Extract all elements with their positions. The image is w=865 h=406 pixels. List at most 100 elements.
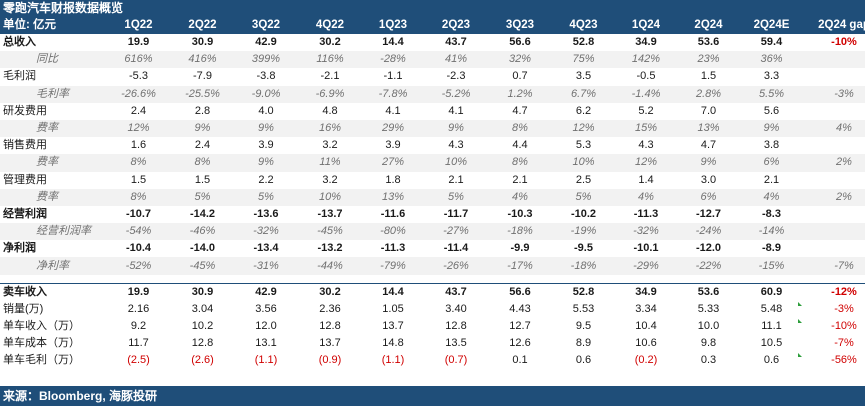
- value-cell: 0.6: [575, 354, 592, 367]
- gap-cell: -3%: [803, 85, 865, 103]
- value-cell: 13.7: [319, 337, 341, 350]
- table-row: 费率 12% 9% 9% 16% 29% 9% 8% 12% 15% 13% 9% 4%: [0, 119, 865, 138]
- table-row: 经营利润率 -54% -46% -32% -45% -80% -27% -18% -19% -32…: [0, 223, 865, 241]
- value-cell: 3.3: [763, 70, 780, 83]
- gap-cell: -3%: [834, 302, 854, 315]
- value-cell: 42.9: [255, 36, 277, 49]
- value-cell: 3.34: [635, 302, 657, 315]
- row-label: 经营利润: [3, 207, 47, 220]
- value-cell: 1.5: [194, 173, 211, 186]
- value-cell: -52%: [106, 257, 171, 275]
- value-cell: 3.8: [763, 139, 780, 152]
- value-cell: 10.4: [635, 320, 657, 333]
- value-cell: 43.7: [445, 36, 467, 49]
- row-label: 毛利率: [0, 85, 106, 103]
- value-cell: -5.2%: [424, 85, 488, 103]
- value-cell: -54%: [106, 223, 171, 241]
- value-cell: 12.8: [319, 320, 341, 333]
- value-cell: 13%: [677, 119, 740, 138]
- value-cell: -28%: [362, 51, 424, 69]
- row-label: 费率: [0, 119, 106, 138]
- value-cell: 59.4: [760, 36, 783, 49]
- value-cell: 5%: [234, 188, 298, 206]
- value-cell: 4.1: [448, 104, 464, 117]
- value-cell: 2.4: [130, 104, 147, 117]
- column-header: 2Q24 gap: [803, 16, 865, 34]
- table-row: 销量(万) 2.16 3.04 3.56 2.36 1.05 3.40 4.43 5.53 3.3…: [0, 301, 865, 318]
- value-cell: 12.7: [509, 320, 531, 333]
- value-cell: 5.48: [760, 302, 783, 315]
- row-label: 管理费用: [3, 173, 47, 186]
- value-cell: 9%: [424, 119, 488, 138]
- value-cell: -3.8: [256, 70, 276, 83]
- value-cell: -0.5: [636, 70, 656, 83]
- value-cell: -18%: [552, 257, 615, 275]
- value-cell: (0.2): [634, 354, 658, 367]
- value-cell: 30.2: [298, 282, 362, 301]
- table-row: 总收入 19.9 30.9 42.9 30.2 14.4 43.7 56.6 52.8 34.9 5…: [0, 34, 865, 51]
- value-cell: 1.6: [130, 139, 147, 152]
- row-label: 净利率: [0, 257, 106, 275]
- value-cell: 42.9: [234, 282, 298, 301]
- value-cell: 142%: [615, 51, 677, 69]
- value-cell: 36%: [740, 51, 803, 69]
- value-cell: -11.6: [380, 207, 406, 220]
- value-cell: 11%: [298, 154, 362, 172]
- value-cell: 12.6: [509, 337, 531, 350]
- value-cell: -29%: [615, 257, 677, 275]
- value-cell: -1.1: [383, 70, 403, 83]
- value-cell: 6%: [740, 154, 803, 172]
- value-cell: 0.7: [512, 70, 528, 83]
- value-cell: 7.0: [700, 104, 717, 117]
- value-cell: -11.3: [380, 242, 406, 255]
- value-cell: -7.9: [193, 70, 212, 83]
- value-cell: -13.4: [253, 242, 279, 255]
- value-cell: -10.1: [633, 242, 659, 255]
- gap-cell: [803, 206, 865, 223]
- value-cell: -2.3: [446, 70, 466, 83]
- value-cell: 56.6: [509, 36, 531, 49]
- value-cell: 3.9: [385, 139, 401, 152]
- value-cell: 1.4: [638, 173, 654, 186]
- value-cell: -1.4%: [615, 85, 677, 103]
- value-cell: 8%: [488, 119, 552, 138]
- value-cell: (1.1): [254, 354, 278, 367]
- value-cell: -14%: [740, 223, 803, 241]
- gap-cell: [803, 223, 865, 241]
- value-cell: 9%: [234, 119, 298, 138]
- value-cell: 75%: [552, 51, 615, 69]
- value-cell: -25.5%: [171, 85, 234, 103]
- value-cell: -9.9: [510, 242, 530, 255]
- value-cell: 3.0: [700, 173, 717, 186]
- financial-table: 单位: 亿元 1Q22 2Q22 3Q22 4Q22 1Q23 2Q23 3Q2…: [0, 16, 865, 370]
- value-cell: -17%: [488, 257, 552, 275]
- column-header: 4Q22: [298, 16, 362, 34]
- value-cell: 1.2%: [488, 85, 552, 103]
- row-label: 单车成本（万）: [3, 337, 80, 350]
- value-cell: 8%: [171, 154, 234, 172]
- row-label: 总收入: [3, 36, 36, 49]
- value-cell: 3.04: [191, 302, 214, 315]
- value-cell: 12%: [552, 119, 615, 138]
- table-row: 经营利润 -10.7 -14.2 -13.6 -13.7 -11.6 -11.7 -10.3 -…: [0, 206, 865, 223]
- value-cell: 616%: [106, 51, 171, 69]
- value-cell: 8%: [106, 154, 171, 172]
- value-cell: 32%: [488, 51, 552, 69]
- value-cell: 10.2: [191, 320, 214, 333]
- value-cell: (0.7): [444, 354, 468, 367]
- value-cell: 399%: [234, 51, 298, 69]
- table-row: 销售费用 1.6 2.4 3.9 3.2 3.9 4.3 4.4 5.3 4.3 4.7 3.8: [0, 137, 865, 154]
- value-cell: 19.9: [106, 282, 171, 301]
- value-cell: -14.0: [189, 242, 216, 255]
- value-cell: 4.3: [448, 139, 464, 152]
- value-cell: 19.9: [127, 36, 150, 49]
- value-cell: -8.3: [762, 207, 781, 220]
- table-row: 毛利率 -26.6% -25.5% -9.0% -6.9% -7.8% -5.2% 1.2% 6…: [0, 85, 865, 103]
- value-cell: 12.8: [445, 320, 467, 333]
- table-row: 管理费用 1.5 1.5 2.2 3.2 1.8 2.1 2.1 2.5 1.4 3.0 2.1: [0, 172, 865, 189]
- value-cell: 34.9: [615, 282, 677, 301]
- value-cell: 0.1: [512, 354, 528, 367]
- value-cell: 9%: [740, 119, 803, 138]
- value-cell: -12.7: [695, 207, 722, 220]
